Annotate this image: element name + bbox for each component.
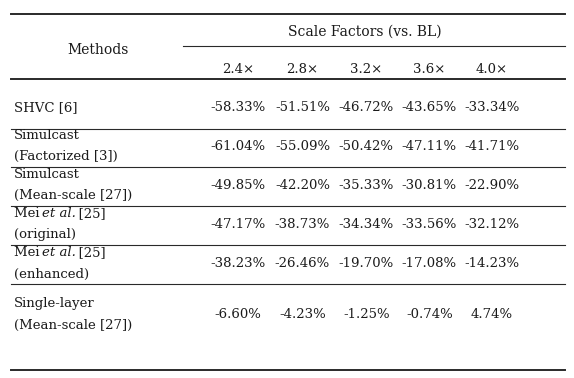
Text: -47.17%: -47.17% (211, 218, 266, 231)
Text: -55.09%: -55.09% (275, 140, 330, 153)
Text: Simulcast: Simulcast (14, 129, 80, 142)
Text: Mei: Mei (14, 207, 42, 220)
Text: 3.6×: 3.6× (413, 64, 445, 76)
Text: -42.20%: -42.20% (275, 179, 330, 192)
Text: -34.34%: -34.34% (339, 218, 394, 231)
Text: -51.51%: -51.51% (275, 101, 330, 114)
Text: et al.: et al. (42, 207, 76, 220)
Text: 4.0×: 4.0× (476, 64, 508, 76)
Text: Methods: Methods (67, 43, 128, 57)
Text: -46.72%: -46.72% (339, 101, 394, 114)
Text: (Factorized [3]): (Factorized [3]) (14, 150, 118, 163)
Text: -30.81%: -30.81% (402, 179, 457, 192)
Text: -33.56%: -33.56% (402, 218, 457, 231)
Text: -4.23%: -4.23% (279, 308, 326, 321)
Text: [25]: [25] (76, 246, 106, 259)
Text: -50.42%: -50.42% (339, 140, 394, 153)
Text: -6.60%: -6.60% (215, 308, 262, 321)
Text: (Mean-scale [27]): (Mean-scale [27]) (14, 189, 133, 202)
Text: -14.23%: -14.23% (464, 257, 519, 270)
Text: -19.70%: -19.70% (339, 257, 394, 270)
Text: Single-layer: Single-layer (14, 297, 95, 310)
Text: -49.85%: -49.85% (211, 179, 266, 192)
Text: -0.74%: -0.74% (406, 308, 453, 321)
Text: -33.34%: -33.34% (464, 101, 519, 114)
Text: Scale Factors (vs. BL): Scale Factors (vs. BL) (288, 24, 442, 39)
Text: (Mean-scale [27]): (Mean-scale [27]) (14, 319, 133, 332)
Text: -38.23%: -38.23% (211, 257, 266, 270)
Text: 2.8×: 2.8× (286, 64, 319, 76)
Text: 3.2×: 3.2× (350, 64, 382, 76)
Text: (original): (original) (14, 228, 76, 241)
Text: -1.25%: -1.25% (343, 308, 390, 321)
Text: Mei: Mei (14, 246, 42, 259)
Text: [25]: [25] (76, 207, 106, 220)
Text: -43.65%: -43.65% (402, 101, 457, 114)
Text: -41.71%: -41.71% (464, 140, 519, 153)
Text: -35.33%: -35.33% (339, 179, 394, 192)
Text: 2.4×: 2.4× (222, 64, 254, 76)
Text: -47.11%: -47.11% (402, 140, 457, 153)
Text: -22.90%: -22.90% (464, 179, 519, 192)
Text: SHVC [6]: SHVC [6] (14, 101, 78, 114)
Text: (enhanced): (enhanced) (14, 268, 90, 280)
Text: -32.12%: -32.12% (464, 218, 519, 231)
Text: Simulcast: Simulcast (14, 168, 80, 181)
Text: -26.46%: -26.46% (275, 257, 330, 270)
Text: 4.74%: 4.74% (471, 308, 513, 321)
Text: -61.04%: -61.04% (211, 140, 266, 153)
Text: -58.33%: -58.33% (211, 101, 266, 114)
Text: -17.08%: -17.08% (402, 257, 457, 270)
Text: et al.: et al. (42, 246, 76, 259)
Text: -38.73%: -38.73% (275, 218, 330, 231)
